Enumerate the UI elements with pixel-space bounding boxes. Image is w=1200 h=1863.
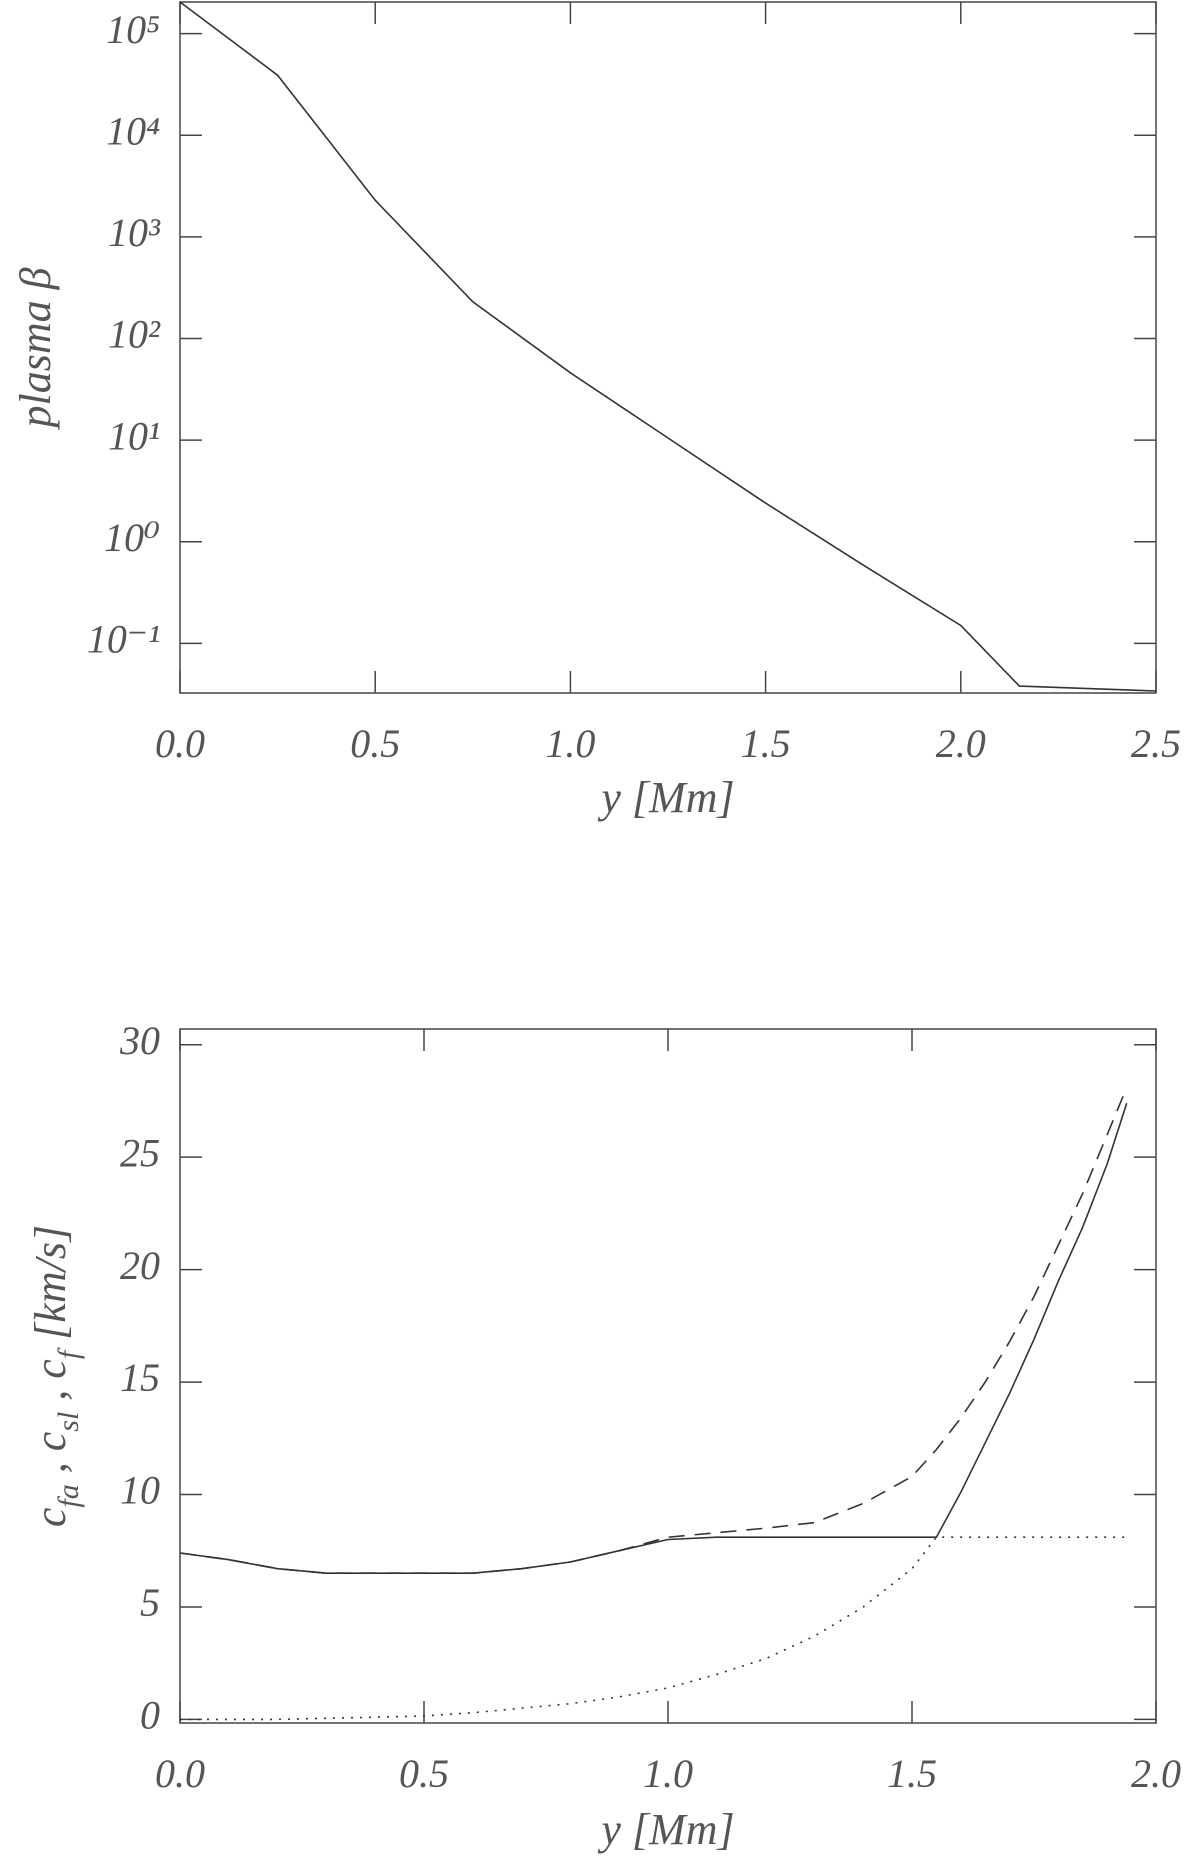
x-tick-label: 0.0 xyxy=(155,1751,205,1796)
y-tick-label: 0 xyxy=(140,1693,160,1738)
x-tick-label: 1.5 xyxy=(887,1751,937,1796)
y-axis-title-subscript: fa xyxy=(52,1484,85,1507)
y-tick-label: 10⁴ xyxy=(106,108,160,153)
y-tick-label: 30 xyxy=(119,1018,160,1063)
y-axis-title-part: c xyxy=(26,1507,75,1527)
x-axis-title: y [Mm] xyxy=(597,773,734,822)
y-tick-label: 25 xyxy=(120,1130,160,1175)
x-tick-label: 1.0 xyxy=(545,721,595,766)
y-axis-title: cfa , csl , cf [km/s] xyxy=(26,1225,85,1527)
y-tick-label: 10¹ xyxy=(108,413,160,458)
y-axis-title-subscript: sl xyxy=(52,1412,85,1432)
y-tick-label: 10⁰ xyxy=(104,515,160,560)
y-tick-label: 10⁻¹ xyxy=(87,617,160,662)
y-tick-label: 15 xyxy=(120,1355,160,1400)
y-axis-title-part: , c xyxy=(26,1359,75,1412)
x-tick-label: 1.5 xyxy=(741,721,791,766)
x-tick-label: 2.0 xyxy=(936,721,986,766)
y-axis-title-part: [km/s] xyxy=(26,1225,75,1351)
line-series xyxy=(180,1536,1127,1721)
plot-frame xyxy=(179,1028,1157,1724)
plot-frame xyxy=(179,1,1157,694)
x-tick-label: 2.5 xyxy=(1131,721,1181,766)
y-tick-label: 20 xyxy=(120,1243,160,1288)
x-tick-label: 0.5 xyxy=(350,721,400,766)
y-tick-label: 10 xyxy=(120,1468,160,1513)
x-axis-title: y [Mm] xyxy=(597,1805,734,1854)
line-series xyxy=(179,1102,1128,1574)
x-tick-label: 2.0 xyxy=(1131,1751,1181,1796)
x-tick-label: 1.0 xyxy=(643,1751,693,1796)
y-axis-title-part: , c xyxy=(26,1431,75,1484)
line-series xyxy=(179,1,1157,692)
x-tick-label: 0.0 xyxy=(155,721,205,766)
y-tick-label: 10⁵ xyxy=(106,7,160,52)
x-tick-label: 0.5 xyxy=(399,1751,449,1796)
y-tick-label: 5 xyxy=(140,1580,160,1625)
y-tick-label: 10³ xyxy=(108,210,161,255)
y-tick-label: 10² xyxy=(108,312,161,357)
y-axis-title: plasma β xyxy=(11,267,60,430)
line-series xyxy=(179,1087,1128,1574)
